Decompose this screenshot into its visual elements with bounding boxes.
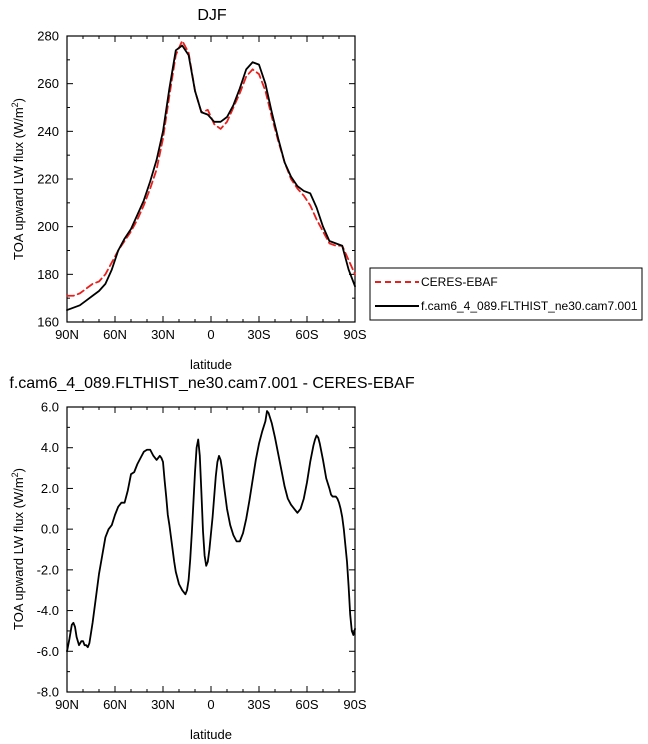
bottom-y-axis-label-superscript: 2: [10, 472, 20, 477]
top-series-group: [66, 39, 356, 311]
top-y-tick-label: 220: [37, 172, 59, 187]
top-plot-frame: [66, 35, 356, 323]
top-y-tick-label: 180: [37, 267, 59, 282]
legend-label-model: f.cam6_4_089.FLTHIST_ne30.cam7.001: [421, 299, 638, 313]
bottom-y-axis-label-main: TOA upward LW flux (W/m: [11, 477, 26, 630]
bottom-y-tick-label: -2.0: [37, 562, 59, 577]
top-panel: DJF 90N 60N 30N 0 30S 60S 90S 160 180 200 220 240 26…: [10, 7, 643, 372]
bottom-series-line-difference: [66, 410, 356, 653]
top-x-tick-label: 60S: [295, 327, 318, 342]
top-y-axis-label-main: TOA upward LW flux (W/m: [11, 107, 26, 260]
bottom-x-tick-label: 30N: [151, 697, 175, 712]
bottom-x-tick-label: 90N: [55, 697, 79, 712]
top-y-tick-label: 280: [37, 29, 59, 44]
top-y-tick-label: 200: [37, 219, 59, 234]
bottom-x-tick-label: 0: [207, 697, 214, 712]
top-x-axis-label: latitude: [190, 357, 232, 372]
legend-box: [369, 267, 643, 321]
bottom-x-tick-label: 90S: [343, 697, 366, 712]
top-x-tick-label: 90S: [343, 327, 366, 342]
top-x-tick-label: 0: [207, 327, 214, 342]
top-y-tick-label: 260: [37, 76, 59, 91]
top-series-line-ceres: [66, 39, 356, 297]
bottom-x-tick-label: 60N: [103, 697, 127, 712]
bottom-y-tick-label: -6.0: [37, 644, 59, 659]
top-panel-title: DJF: [197, 7, 227, 24]
bottom-y-tick-label: 2.0: [41, 481, 59, 496]
top-series-line-model: [66, 44, 356, 311]
top-x-tick-label: 30S: [247, 327, 270, 342]
top-y-tick-label: 240: [37, 124, 59, 139]
top-y-axis-label-superscript: 2: [10, 102, 20, 107]
top-legend: CERES-EBAF f.cam6_4_089.FLTHIST_ne30.cam…: [369, 267, 643, 321]
top-axis-ticks: 90N 60N 30N 0 30S 60S 90S 160 180 200 220 240 260 280: [37, 29, 367, 343]
top-x-tick-label: 60N: [103, 327, 127, 342]
top-y-axis-label: TOA upward LW flux (W/m2): [10, 98, 26, 260]
bottom-x-tick-label: 30S: [247, 697, 270, 712]
bottom-y-tick-label: 4.0: [41, 440, 59, 455]
bottom-y-tick-label: 0.0: [41, 522, 59, 537]
bottom-panel-title: f.cam6_4_089.FLTHIST_ne30.cam7.001 - CER…: [9, 375, 414, 392]
top-x-tick-label: 90N: [55, 327, 79, 342]
bottom-x-tick-label: 60S: [295, 697, 318, 712]
bottom-y-tick-label: 6.0: [41, 400, 59, 415]
bottom-y-axis-label-end: ): [11, 468, 26, 472]
bottom-x-axis-label: latitude: [190, 727, 232, 742]
top-x-tick-label: 30N: [151, 327, 175, 342]
bottom-y-axis-label: TOA upward LW flux (W/m2): [10, 468, 26, 630]
top-y-tick-label: 160: [37, 315, 59, 330]
bottom-series-group: [66, 410, 356, 653]
top-y-axis-label-end: ): [11, 98, 26, 102]
top-plot-area: 90N 60N 30N 0 30S 60S 90S 160 180 200 220 240 260 280: [37, 29, 367, 343]
bottom-panel: f.cam6_4_089.FLTHIST_ne30.cam7.001 - CER…: [9, 375, 414, 742]
bottom-axis-ticks: 90N 60N 30N 0 30S 60S 90S -8.0 -6.0 -4.0 -2.0 0.0 2.…: [37, 400, 367, 713]
legend-label-ceres: CERES-EBAF: [421, 275, 498, 289]
bottom-y-tick-label: -8.0: [37, 685, 59, 700]
bottom-y-tick-label: -4.0: [37, 603, 59, 618]
bottom-plot-area: 90N 60N 30N 0 30S 60S 90S -8.0 -6.0 -4.0 -2.0 0.0 2.…: [37, 400, 367, 713]
